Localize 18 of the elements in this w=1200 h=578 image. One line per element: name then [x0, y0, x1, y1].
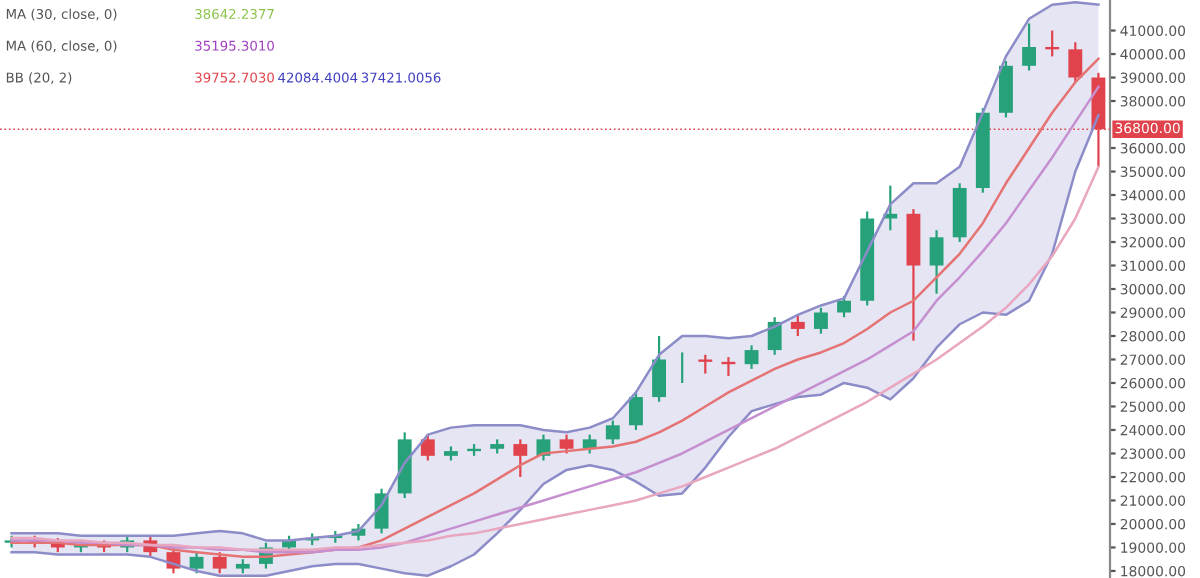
candlestick [652, 334, 666, 403]
candlestick [814, 306, 828, 335]
candlestick [929, 229, 944, 295]
candlestick [189, 551, 204, 575]
candlestick [837, 294, 851, 319]
candlestick [513, 438, 528, 479]
candlestick [629, 391, 643, 432]
candlestick [605, 419, 620, 446]
candlestick [212, 551, 227, 575]
candlestick [999, 59, 1013, 119]
candlestick [1022, 22, 1036, 72]
candlestick [1068, 41, 1083, 84]
candlestick [420, 433, 435, 462]
candlestick [698, 353, 713, 375]
candlestick [744, 344, 759, 370]
candlestick [790, 313, 805, 338]
candlestick [767, 316, 782, 356]
candlestick [559, 433, 574, 455]
